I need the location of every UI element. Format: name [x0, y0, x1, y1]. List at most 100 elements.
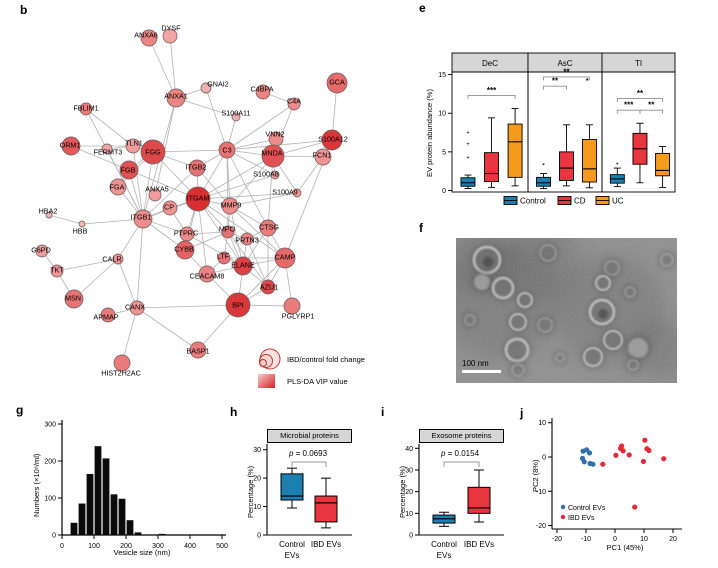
outlier — [616, 162, 619, 165]
panel-g-label: g — [16, 403, 24, 417]
g-y-tick-label: 200 — [44, 459, 56, 466]
j-y-tick-label: 0 — [542, 455, 546, 462]
scatter-point — [620, 448, 626, 454]
network-edge — [175, 97, 237, 118]
network-node-label: HBA2 — [39, 207, 58, 216]
network-node — [274, 247, 296, 269]
outlier: + — [466, 131, 470, 137]
e-y-tick-label: 10 — [438, 111, 446, 118]
network-node-label: CEACAM8 — [190, 272, 225, 281]
network-node — [140, 139, 166, 165]
network-node-label: PGLYRP1 — [282, 312, 315, 321]
network-node-label: ORM1 — [60, 141, 81, 150]
scatter-point — [581, 459, 587, 465]
panel-j-chart: -20 -10 0 10 20 10 0 -10 -20 Control EVs IBD EVs — [536, 418, 682, 543]
box — [581, 139, 597, 183]
network-edge — [117, 258, 138, 309]
network-edge — [148, 37, 177, 99]
network-node — [162, 200, 178, 216]
network-legend — [258, 348, 281, 388]
hist-bar — [86, 473, 94, 535]
box — [484, 152, 499, 183]
network-node-label: GCA — [329, 78, 345, 87]
sig-bracket — [543, 76, 590, 81]
hist-bar — [102, 458, 110, 535]
network-node — [198, 265, 216, 283]
h-cat-control-line1: Control — [279, 540, 305, 549]
network-node-label: PRTN3 — [235, 236, 258, 245]
network-node — [113, 354, 131, 372]
network-node-label: FBLIM1 — [73, 104, 98, 113]
network-edge — [229, 205, 286, 259]
network-node-label: CANX — [125, 303, 145, 312]
network-node-label: FGA — [110, 183, 125, 192]
p-bracket — [291, 461, 327, 467]
h-p-number: = 0.0693 — [295, 449, 328, 458]
network-edge — [136, 307, 199, 351]
fold-change-legend-label: IBD/control fold change — [287, 355, 365, 364]
panel-f-label: f — [419, 221, 423, 235]
sig-stars: *** — [487, 86, 497, 95]
network-node-label: BPI — [232, 301, 244, 310]
network-edge — [136, 304, 239, 309]
hist-bar — [118, 498, 126, 535]
facet-body — [601, 71, 676, 193]
box — [559, 151, 574, 181]
network-node — [61, 136, 81, 156]
network-edge — [186, 233, 244, 267]
network-node — [125, 138, 141, 154]
j-y-tick-label: 10 — [538, 420, 546, 427]
network-node-label: MMP9 — [221, 201, 242, 210]
network-node — [287, 97, 301, 111]
network-node — [270, 170, 280, 180]
network-node-label: MPO — [219, 225, 236, 234]
network-node — [292, 188, 302, 198]
hist-bar — [110, 494, 118, 535]
panel-h-label: h — [230, 405, 238, 419]
network-edge — [169, 35, 177, 99]
network-node-label: CYBB — [174, 245, 194, 254]
j-x-tick-label: 10 — [640, 536, 648, 543]
e-legend-label: CD — [574, 197, 586, 206]
network-edge — [226, 149, 269, 229]
network-node-label: ANXA5 — [145, 185, 169, 194]
network-edge — [56, 258, 119, 272]
network-edge — [226, 149, 276, 176]
g-y-tick-label: 0 — [52, 533, 56, 540]
network-node — [78, 220, 86, 228]
j-legend-label: Control EVs — [568, 505, 606, 512]
network-node — [225, 292, 251, 318]
i-cat-control-line1: Control — [431, 540, 457, 549]
box — [467, 486, 491, 514]
network-node — [231, 112, 241, 122]
facet-title: AsC — [557, 59, 572, 68]
hist-bar — [70, 522, 78, 535]
network-node-label: DYSF — [161, 24, 181, 33]
j-legend-dot — [560, 504, 566, 510]
network-node — [283, 297, 301, 315]
sig-bracket — [543, 85, 567, 90]
i-p-value: p = 0.0154 — [430, 449, 490, 458]
em-content — [456, 238, 677, 383]
network-node — [326, 72, 348, 94]
y-tick-label: 20 — [253, 476, 261, 483]
sig-bracket — [616, 98, 664, 103]
network-edge — [197, 198, 208, 275]
hist-bar — [126, 520, 134, 535]
network-node — [240, 232, 254, 246]
network-node — [148, 188, 162, 202]
e-legend-label: UC — [612, 197, 624, 206]
network-edge — [226, 149, 229, 233]
p-bracket — [443, 461, 480, 467]
network-node-label: MSN — [65, 294, 81, 303]
g-x-tick-label: 0 — [60, 543, 64, 550]
network-node — [79, 102, 93, 116]
network-node-label: G6PD — [31, 246, 51, 255]
network-node-label: LTF — [217, 252, 230, 261]
network-node — [45, 211, 53, 219]
i-y-axis-title: Percentage (%) — [398, 465, 407, 518]
j-legend-label: IBD EVs — [568, 515, 595, 522]
panel-b-label: b — [20, 3, 28, 17]
